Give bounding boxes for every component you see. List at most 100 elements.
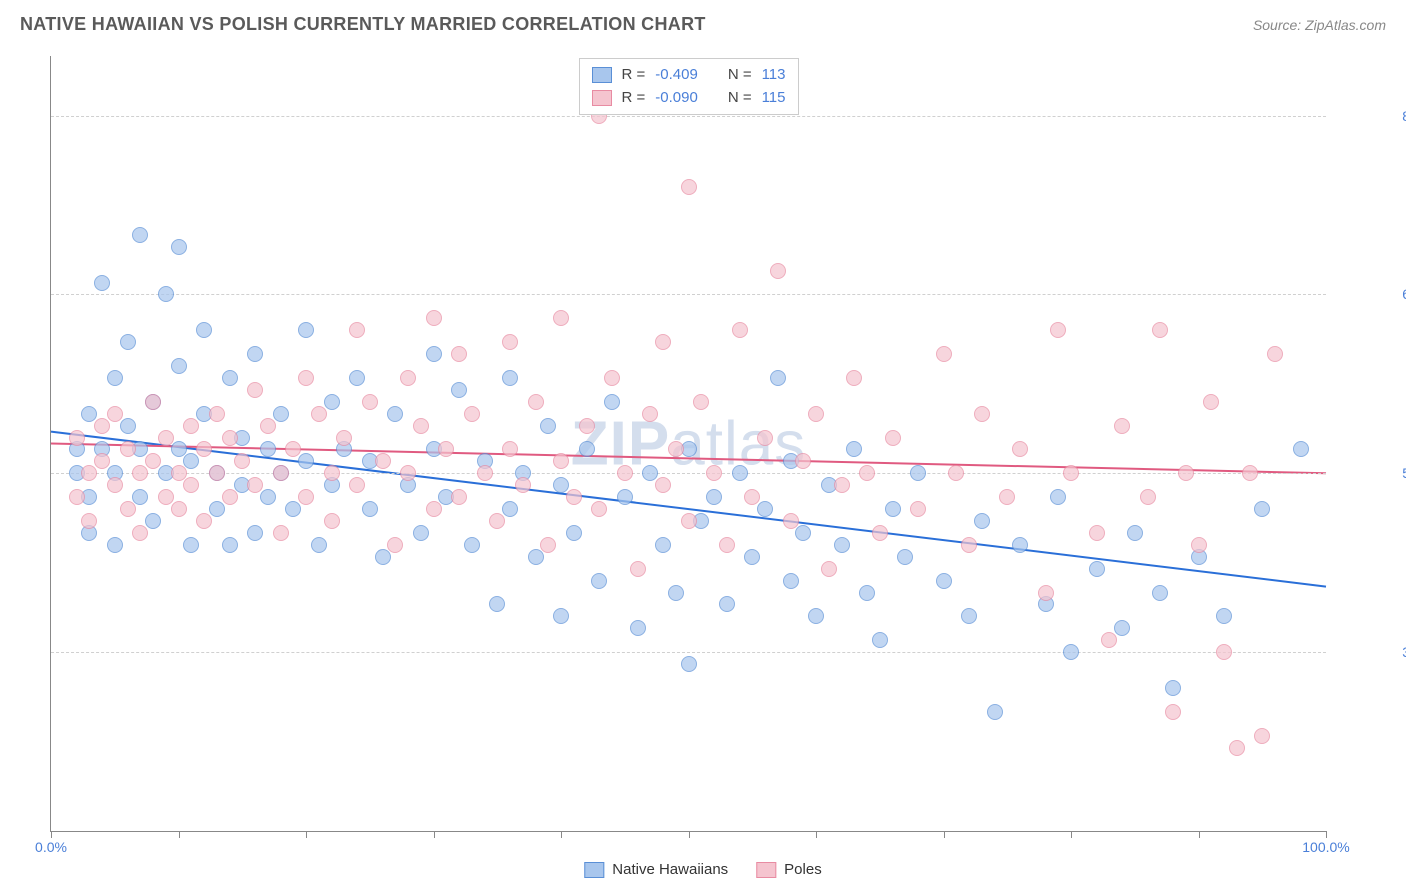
data-point bbox=[1254, 728, 1270, 744]
swatch-series-1 bbox=[592, 90, 612, 106]
r-value-1: -0.090 bbox=[655, 87, 698, 110]
data-point bbox=[158, 286, 174, 302]
y-tick-label: 80.0% bbox=[1402, 108, 1406, 124]
data-point bbox=[1038, 585, 1054, 601]
data-point bbox=[961, 608, 977, 624]
data-point bbox=[681, 179, 697, 195]
x-tick-label: 0.0% bbox=[35, 839, 67, 855]
data-point bbox=[324, 394, 340, 410]
data-point bbox=[795, 453, 811, 469]
data-point bbox=[872, 632, 888, 648]
data-point bbox=[362, 501, 378, 517]
data-point bbox=[655, 537, 671, 553]
data-point bbox=[936, 573, 952, 589]
data-point bbox=[553, 310, 569, 326]
data-point bbox=[693, 394, 709, 410]
data-point bbox=[795, 525, 811, 541]
data-point bbox=[1114, 418, 1130, 434]
data-point bbox=[630, 561, 646, 577]
x-tick bbox=[816, 831, 817, 838]
data-point bbox=[987, 704, 1003, 720]
data-point bbox=[247, 525, 263, 541]
data-point bbox=[1089, 525, 1105, 541]
data-point bbox=[579, 418, 595, 434]
data-point bbox=[604, 370, 620, 386]
data-point bbox=[617, 465, 633, 481]
data-point bbox=[591, 573, 607, 589]
gridline bbox=[51, 473, 1326, 474]
x-tick bbox=[561, 831, 562, 838]
data-point bbox=[311, 537, 327, 553]
data-point bbox=[81, 465, 97, 481]
data-point bbox=[553, 608, 569, 624]
data-point bbox=[528, 549, 544, 565]
data-point bbox=[591, 501, 607, 517]
y-tick-label: 50.0% bbox=[1402, 465, 1406, 481]
data-point bbox=[464, 537, 480, 553]
data-point bbox=[834, 477, 850, 493]
data-point bbox=[298, 370, 314, 386]
data-point bbox=[234, 453, 250, 469]
data-point bbox=[897, 549, 913, 565]
data-point bbox=[209, 406, 225, 422]
data-point bbox=[336, 430, 352, 446]
data-point bbox=[158, 489, 174, 505]
data-point bbox=[961, 537, 977, 553]
data-point bbox=[834, 537, 850, 553]
gridline bbox=[51, 116, 1326, 117]
data-point bbox=[566, 525, 582, 541]
data-point bbox=[273, 525, 289, 541]
data-point bbox=[515, 477, 531, 493]
data-point bbox=[196, 322, 212, 338]
data-point bbox=[719, 537, 735, 553]
data-point bbox=[260, 418, 276, 434]
data-point bbox=[171, 358, 187, 374]
data-point bbox=[145, 394, 161, 410]
data-point bbox=[1012, 537, 1028, 553]
r-value-0: -0.409 bbox=[655, 64, 698, 87]
data-point bbox=[298, 453, 314, 469]
data-point bbox=[668, 585, 684, 601]
header: NATIVE HAWAIIAN VS POLISH CURRENTLY MARR… bbox=[0, 0, 1406, 43]
data-point bbox=[107, 406, 123, 422]
data-point bbox=[222, 489, 238, 505]
data-point bbox=[1191, 537, 1207, 553]
data-point bbox=[145, 453, 161, 469]
data-point bbox=[642, 465, 658, 481]
data-point bbox=[872, 525, 888, 541]
legend-label-0: Native Hawaiians bbox=[612, 861, 728, 878]
data-point bbox=[732, 322, 748, 338]
data-point bbox=[642, 406, 658, 422]
data-point bbox=[400, 465, 416, 481]
data-point bbox=[107, 477, 123, 493]
data-point bbox=[1178, 465, 1194, 481]
data-point bbox=[298, 322, 314, 338]
bottom-legend: Native Hawaiians Poles bbox=[584, 861, 821, 878]
data-point bbox=[120, 441, 136, 457]
swatch-series-0 bbox=[592, 67, 612, 83]
data-point bbox=[1050, 322, 1066, 338]
data-point bbox=[489, 513, 505, 529]
data-point bbox=[948, 465, 964, 481]
data-point bbox=[451, 382, 467, 398]
data-point bbox=[859, 585, 875, 601]
legend-swatch-1 bbox=[756, 862, 776, 878]
data-point bbox=[107, 537, 123, 553]
stats-legend: R = -0.409 N = 113 R = -0.090 N = 115 bbox=[579, 58, 799, 115]
data-point bbox=[1127, 525, 1143, 541]
data-point bbox=[285, 441, 301, 457]
data-point bbox=[349, 477, 365, 493]
data-point bbox=[1050, 489, 1066, 505]
data-point bbox=[732, 465, 748, 481]
data-point bbox=[885, 430, 901, 446]
data-point bbox=[209, 501, 225, 517]
legend-swatch-0 bbox=[584, 862, 604, 878]
data-point bbox=[668, 441, 684, 457]
data-point bbox=[183, 453, 199, 469]
data-point bbox=[375, 453, 391, 469]
legend-item-0: Native Hawaiians bbox=[584, 861, 728, 878]
chart-container: Currently Married ZIPatlas R = -0.409 N … bbox=[50, 56, 1386, 832]
data-point bbox=[706, 465, 722, 481]
x-tick bbox=[1071, 831, 1072, 838]
data-point bbox=[1089, 561, 1105, 577]
